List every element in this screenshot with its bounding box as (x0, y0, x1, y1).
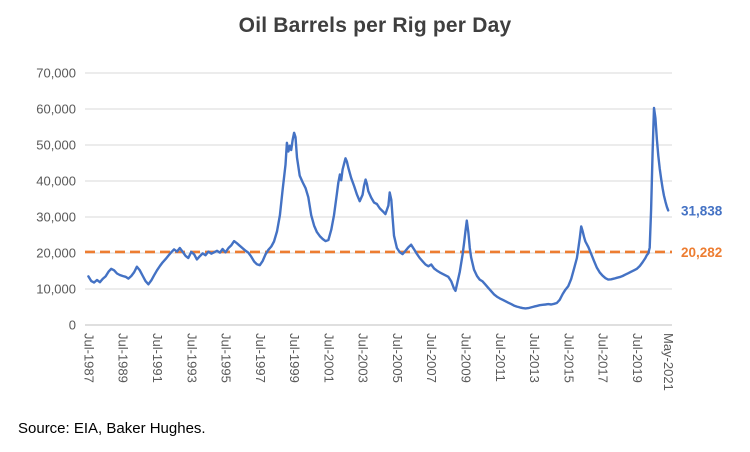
x-tick-label: Jul-2017 (596, 333, 611, 383)
x-tick-label: Jul-1999 (287, 333, 302, 383)
y-tick-label: 0 (69, 318, 76, 333)
x-tick-label: Jul-1997 (253, 333, 268, 383)
data-line (87, 106, 670, 310)
reference-value-label: 20,282 (681, 245, 722, 260)
line-chart: 0 10,000 20,000 30,000 40,000 50,000 60,000 70,… (36, 66, 723, 391)
x-tick-label: Jul-1993 (184, 333, 199, 383)
chart-title: Oil Barrels per Rig per Day (238, 14, 512, 37)
last-value-label: 31,838 (681, 203, 723, 218)
y-tick-label: 50,000 (36, 138, 76, 153)
x-tick-label: Jul-2019 (630, 333, 645, 383)
x-tick-label: May-2021 (661, 333, 676, 391)
x-tick-label: Jul-2009 (458, 333, 473, 383)
x-tick-label: Jul-2013 (527, 333, 542, 383)
source-note: Source: EIA, Baker Hughes. (18, 420, 206, 437)
y-tick-label: 30,000 (36, 210, 76, 225)
x-tick-label: Jul-1995 (219, 333, 234, 383)
x-tick-label: Jul-1989 (116, 333, 131, 383)
x-tick-label: Jul-2003 (356, 333, 371, 383)
x-tick-label: Jul-2005 (390, 333, 405, 383)
x-tick-label: Jul-2011 (493, 333, 508, 382)
x-tick-label: Jul-1991 (150, 333, 165, 383)
y-tick-label: 70,000 (36, 66, 76, 81)
x-tick-label: Jul-2001 (321, 333, 336, 383)
x-tick-label: Jul-1987 (81, 333, 96, 383)
y-tick-label: 10,000 (36, 282, 76, 297)
x-tick-label: Jul-2007 (424, 333, 439, 383)
y-tick-label: 40,000 (36, 174, 76, 189)
y-tick-label: 60,000 (36, 102, 76, 117)
y-tick-label: 20,000 (36, 246, 76, 261)
x-tick-label: Jul-2015 (561, 333, 576, 383)
